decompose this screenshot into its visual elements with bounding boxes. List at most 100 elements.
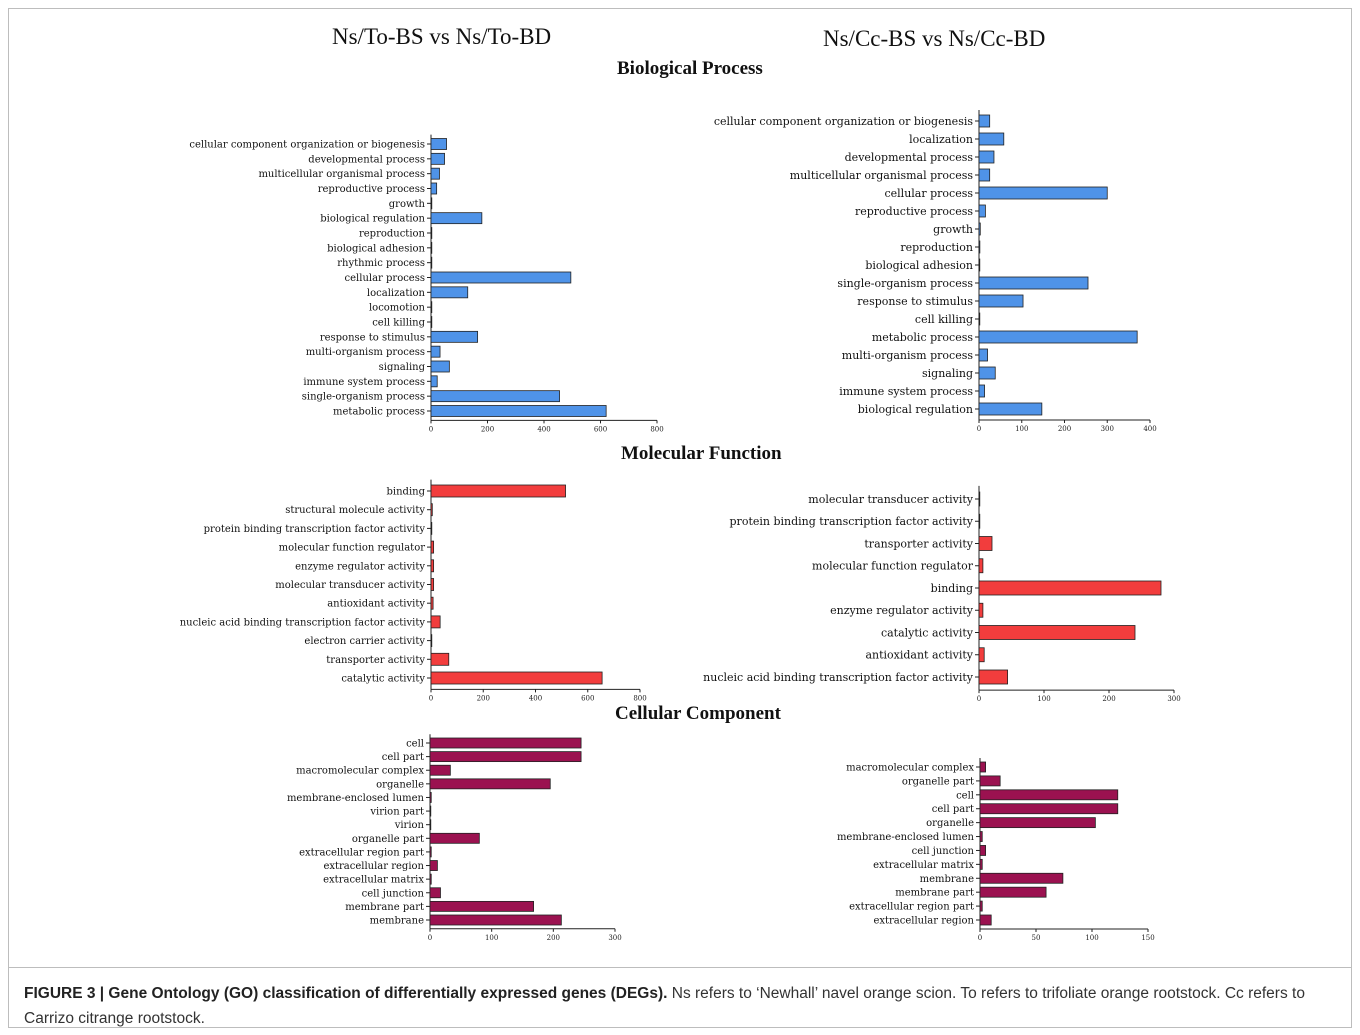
category-label-organelle-part: organelle part	[902, 776, 974, 787]
category-label-multicellular-organismal-process: multicellular organismal process	[258, 169, 425, 180]
category-label-transporter-activity: transporter activity	[864, 537, 973, 550]
figure-caption: FIGURE 3 | Gene Ontology (GO) classifica…	[24, 981, 1334, 1031]
mf-left-x-tick-label: 0	[429, 694, 433, 702]
category-label-developmental-process: developmental process	[308, 154, 425, 165]
bp-left-x-tick-label: 400	[537, 425, 550, 433]
bar-structural-molecule-activity	[430, 503, 433, 517]
biological-process-title: Biological Process	[617, 58, 763, 79]
cc-left-x-tick-label: 100	[485, 934, 498, 942]
category-label-structural-molecule-activity: structural molecule activity	[285, 505, 425, 516]
cellular-component-title: Cellular Component	[615, 703, 781, 724]
bp-left-x-tick-label: 800	[650, 425, 663, 433]
bar-cellular-component-organization-or-biogenesis	[978, 114, 991, 128]
category-label-biological-regulation: biological regulation	[320, 214, 425, 225]
category-label-cellular-component-organization-or-biogenesis: cellular component organization or bioge…	[714, 115, 974, 128]
category-label-nucleic-acid-binding-transcription-factor-activity: nucleic acid binding transcription facto…	[703, 671, 974, 684]
category-label-locomotion: locomotion	[369, 303, 426, 314]
bar-extracellular-region-part	[979, 900, 983, 912]
bar-growth	[978, 222, 981, 236]
category-label-transporter-activity: transporter activity	[326, 655, 425, 666]
category-label-cellular-component-organization-or-biogenesis: cellular component organization or bioge…	[189, 140, 425, 151]
bar-transporter-activity	[978, 536, 993, 551]
bar-extracellular-region-part	[429, 846, 432, 858]
category-label-signaling: signaling	[922, 367, 973, 380]
category-label-cell: cell	[406, 739, 424, 750]
category-label-cell-junction: cell junction	[912, 846, 975, 857]
bar-metabolic-process	[430, 405, 607, 417]
bp-right-x-tick-label: 0	[977, 425, 981, 433]
category-label-localization: localization	[909, 133, 973, 146]
bp-right-x-tick-label: 400	[1143, 425, 1156, 433]
category-label-molecular-function-regulator: molecular function regulator	[812, 560, 974, 573]
bar-membrane-part	[979, 886, 1047, 898]
bar-protein-binding-transcription-factor-activity	[430, 522, 433, 535]
bar-binding	[430, 484, 566, 498]
category-label-organelle-part: organelle part	[352, 834, 424, 845]
bar-cell	[429, 737, 582, 749]
category-label-metabolic-process: metabolic process	[872, 331, 974, 344]
category-label-nucleic-acid-binding-transcription-factor-activity: nucleic acid binding transcription facto…	[180, 617, 426, 628]
category-label-macromolecular-complex: macromolecular complex	[296, 766, 424, 777]
category-label-macromolecular-complex: macromolecular complex	[846, 763, 974, 774]
bp-right-x-tick-label: 300	[1101, 425, 1114, 433]
bar-metabolic-process	[978, 330, 1138, 344]
bar-response-to-stimulus	[430, 330, 479, 343]
category-label-enzyme-regulator-activity: enzyme regulator activity	[830, 604, 974, 617]
category-label-extracellular-region-part: extracellular region part	[299, 847, 424, 858]
bar-antioxidant-activity	[430, 596, 434, 610]
category-label-extracellular-region: extracellular region	[323, 861, 424, 872]
category-label-membrane-part: membrane part	[345, 902, 424, 913]
category-label-response-to-stimulus: response to stimulus	[320, 332, 425, 343]
category-label-protein-binding-transcription-factor-activity: protein binding transcription factor act…	[204, 524, 426, 535]
category-label-biological-adhesion: biological adhesion	[865, 259, 973, 272]
bar-developmental-process	[430, 152, 445, 165]
bp-right-x-tick-label: 200	[1058, 425, 1071, 433]
mf-right-x-tick-label: 100	[1037, 695, 1050, 703]
bar-nucleic-acid-binding-transcription-factor-activity	[430, 615, 441, 629]
bar-cell-junction	[429, 887, 441, 899]
category-label-cell-part: cell part	[382, 752, 424, 763]
bar-signaling	[978, 366, 996, 380]
category-label-antioxidant-activity: antioxidant activity	[327, 599, 425, 610]
bar-electron-carrier-activity	[430, 634, 433, 647]
bar-nucleic-acid-binding-transcription-factor-activity	[978, 669, 1009, 685]
mf-right-x-tick-label: 300	[1167, 695, 1180, 703]
category-label-single-organism-process: single-organism process	[837, 277, 973, 290]
cc-left-x-tick-label: 300	[608, 934, 621, 942]
bar-binding	[978, 580, 1162, 596]
category-label-multicellular-organismal-process: multicellular organismal process	[790, 169, 974, 182]
bar-cell-part	[979, 803, 1119, 815]
category-label-single-organism-process: single-organism process	[302, 392, 425, 403]
bar-extracellular-matrix	[979, 858, 983, 870]
category-label-reproductive-process: reproductive process	[318, 184, 425, 195]
bar-organelle-part	[429, 832, 480, 844]
mf-left-x-tick-label: 200	[477, 694, 490, 702]
bar-single-organism-process	[430, 390, 560, 403]
bar-developmental-process	[978, 150, 995, 164]
cc-right-x-tick-label: 50	[1032, 934, 1041, 942]
category-label-organelle: organelle	[926, 818, 974, 829]
bp-right-x-tick-label: 100	[1015, 425, 1028, 433]
bar-cell	[979, 789, 1119, 801]
bar-multi-organism-process	[430, 345, 441, 358]
bp-left-x-tick-label: 0	[429, 425, 433, 433]
bar-immune-system-process	[430, 375, 438, 388]
category-label-rhythmic-process: rhythmic process	[337, 258, 425, 269]
category-label-binding: binding	[931, 582, 973, 595]
category-label-reproduction: reproduction	[359, 229, 426, 240]
category-label-cell-killing: cell killing	[915, 313, 973, 326]
bar-multicellular-organismal-process	[430, 167, 440, 180]
category-label-growth: growth	[933, 223, 973, 236]
bar-signaling	[430, 360, 450, 373]
category-label-extracellular-matrix: extracellular matrix	[323, 875, 424, 886]
mf-left-x-tick-label: 400	[529, 694, 542, 702]
category-label-multi-organism-process: multi-organism process	[842, 349, 974, 362]
category-label-protein-binding-transcription-factor-activity: protein binding transcription factor act…	[730, 515, 974, 528]
bar-virion-part	[429, 805, 432, 817]
bar-enzyme-regulator-activity	[430, 559, 435, 573]
bar-molecular-function-regulator	[430, 540, 435, 554]
category-label-multi-organism-process: multi-organism process	[306, 347, 425, 358]
category-label-electron-carrier-activity: electron carrier activity	[304, 636, 425, 647]
bar-macromolecular-complex	[429, 764, 451, 776]
category-label-biological-adhesion: biological adhesion	[327, 243, 425, 254]
